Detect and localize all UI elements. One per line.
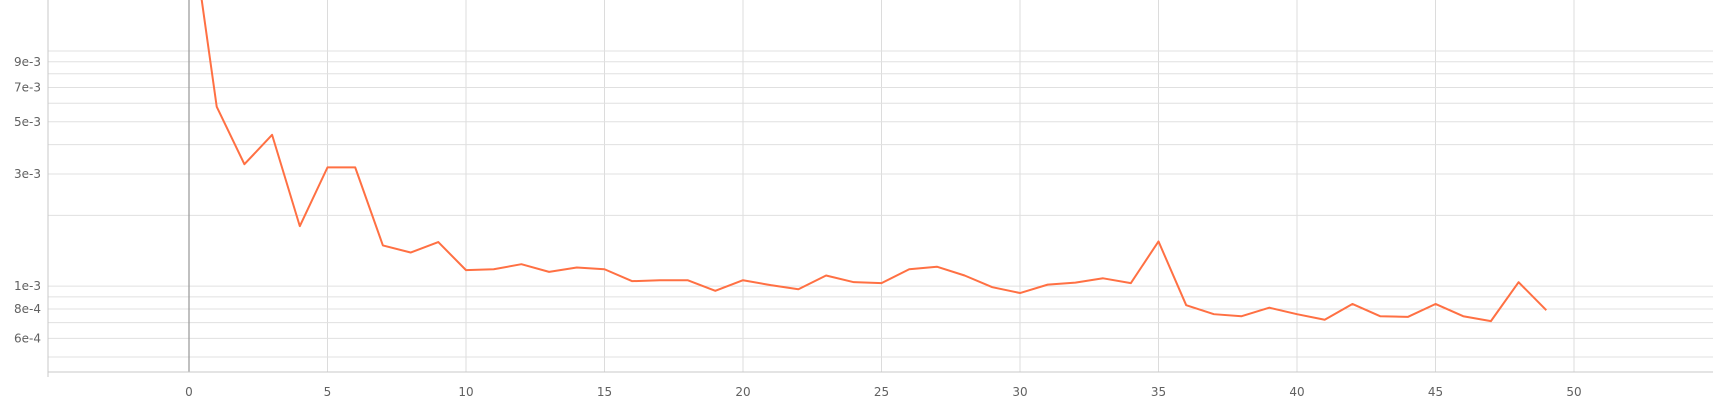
x-tick-label: 20	[735, 385, 750, 399]
x-tick-label: 5	[324, 385, 332, 399]
x-tick-labels: 0 5 10 15 20 25 30 35 40 45 50	[185, 385, 1581, 399]
y-tick-label: 5e-3	[14, 115, 41, 129]
x-tick-label: 35	[1151, 385, 1166, 399]
y-tick-label: 7e-3	[14, 80, 41, 94]
y-tick-label: 8e-4	[14, 302, 41, 316]
y-tick-label: 1e-3	[14, 279, 41, 293]
y-tick-label: 9e-3	[14, 55, 41, 69]
y-tick-label: 3e-3	[14, 167, 41, 181]
axes	[47, 0, 1713, 377]
x-tick-label: 10	[458, 385, 473, 399]
series-line	[200, 0, 1548, 323]
grid	[48, 0, 1713, 372]
x-tick-label: 0	[185, 385, 193, 399]
x-tick-label: 25	[874, 385, 889, 399]
x-tick-label: 45	[1428, 385, 1443, 399]
y-tick-labels: 6e-4 8e-4 1e-3 3e-3 5e-3 7e-3 9e-3	[14, 55, 41, 346]
x-tick-label: 15	[597, 385, 612, 399]
series-layer	[200, 0, 1548, 323]
x-tick-label: 30	[1012, 385, 1027, 399]
x-tick-label: 50	[1566, 385, 1581, 399]
y-tick-label: 6e-4	[14, 331, 41, 345]
x-tick-label: 40	[1289, 385, 1304, 399]
